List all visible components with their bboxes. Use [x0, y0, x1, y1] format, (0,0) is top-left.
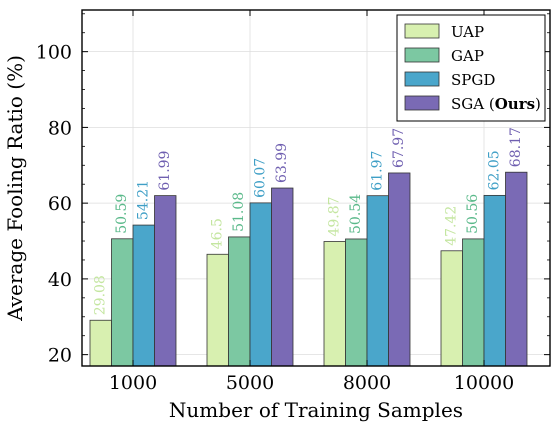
bar: [89, 319, 112, 367]
legend-swatch: [404, 71, 440, 87]
legend: UAP GAP SPGD SGA (Ours): [396, 14, 546, 122]
bar-value-labels: 29.08 46.5 49.87 47.42 50.59 51.08 50.54 50.56 5…: [93, 127, 525, 315]
bar-value-label: 50.54: [348, 194, 364, 234]
bar-value-label: 61.99: [157, 151, 173, 191]
bar-value-label: 50.56: [465, 194, 481, 234]
legend-label: GAP: [451, 47, 484, 65]
bar: [154, 195, 177, 367]
x-tick-label: 5000: [226, 372, 274, 394]
bar-value-label: 60.07: [253, 158, 269, 198]
legend-swatch: [404, 95, 440, 111]
bar: [249, 202, 272, 367]
axis-ticks: [82, 10, 550, 366]
bar: [206, 253, 229, 367]
bar-value-label: 62.05: [487, 150, 503, 190]
legend-label: SGA (Ours): [451, 95, 541, 113]
bar: [440, 250, 463, 367]
bar-value-label: 49.87: [327, 196, 343, 236]
bar: [388, 172, 411, 367]
bar-value-label: 54.21: [136, 180, 152, 220]
bar: [228, 236, 251, 367]
bar-value-label: 46.5: [210, 218, 226, 249]
y-tick-label: 20: [48, 345, 72, 367]
bar: [323, 241, 346, 367]
x-tick-label: 8000: [343, 372, 391, 394]
y-tick-label: 40: [48, 269, 72, 291]
bar-value-label: 50.59: [114, 194, 130, 234]
y-tick-labels: 20 40 60 80 100: [36, 42, 72, 367]
bar: [483, 194, 506, 367]
plot-frame: [81, 9, 551, 367]
bar-value-label: 67.97: [391, 128, 407, 168]
y-tick-label: 100: [36, 42, 72, 64]
bar: [366, 195, 389, 367]
bar-value-label: 51.08: [231, 192, 247, 232]
y-tick-label: 60: [48, 193, 72, 215]
y-axis-label: Average Fooling Ratio (%): [3, 55, 27, 322]
x-tick-label: 1000: [109, 372, 157, 394]
bar-value-label: 61.97: [370, 151, 386, 191]
bar-value-label: 47.42: [444, 206, 460, 246]
bar: [462, 238, 485, 367]
bar-value-label: 68.17: [508, 127, 524, 167]
legend-swatch: [404, 23, 440, 39]
bar: [345, 238, 368, 367]
bar-value-label: 63.99: [274, 143, 290, 183]
legend-swatch: [404, 47, 440, 63]
x-axis-label: Number of Training Samples: [169, 398, 463, 422]
bar: [271, 187, 294, 367]
y-tick-label: 80: [48, 117, 72, 139]
x-tick-label: 10000: [454, 372, 514, 394]
legend-label: UAP: [451, 23, 484, 41]
bar-value-label: 29.08: [93, 275, 109, 315]
legend-label-emphasis: Ours: [495, 95, 535, 113]
legend-label: SPGD: [451, 71, 495, 89]
bar: [505, 171, 528, 367]
x-tick-labels: 1000 5000 8000 10000: [109, 372, 514, 394]
bars: [89, 171, 528, 367]
bar: [111, 238, 134, 367]
bar: [132, 224, 155, 367]
